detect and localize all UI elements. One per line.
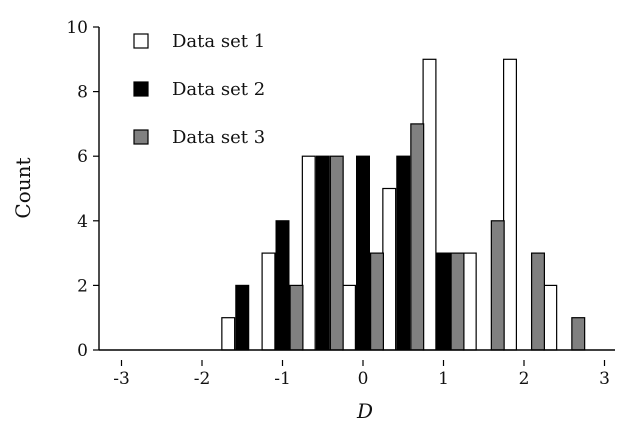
bar-3-bin-3: [370, 252, 385, 351]
bar-2-bin-3: [356, 155, 371, 351]
bar-1-bin-1: [261, 252, 276, 351]
y-tick-label: 6: [77, 147, 88, 167]
x-tick-label: -2: [194, 369, 211, 389]
bar-1-bin-7: [503, 58, 518, 351]
x-tick-label: 3: [599, 369, 610, 389]
legend: Data set 1 Data set 2 Data set 3: [133, 31, 265, 148]
bars-group: [221, 58, 586, 351]
legend-swatch-2: [133, 81, 149, 97]
x-tick-label: -1: [274, 369, 291, 389]
x-axis-title: D: [356, 399, 373, 423]
bar-3-bin-2: [329, 155, 344, 351]
x-tick-label: 0: [358, 369, 369, 389]
bar-3-bin-7: [530, 252, 545, 351]
bar-1-bin-8: [543, 284, 558, 351]
bar-2-bin-1: [275, 220, 290, 351]
bar-3-bin-5: [450, 252, 465, 351]
x-tick-label: 2: [519, 369, 530, 389]
bar-3-bin-1: [289, 284, 304, 351]
legend-swatch-1: [133, 33, 149, 49]
bar-3-bin-8: [571, 317, 586, 351]
y-ticks-group: 0 2 4 6 8 10: [66, 18, 99, 361]
bar-1-bin-0: [221, 317, 236, 351]
bar-2-bin-4: [396, 155, 411, 351]
bar-1-bin-5: [422, 58, 437, 351]
x-tick-label: -3: [113, 369, 130, 389]
y-tick-label: 10: [66, 18, 88, 38]
y-tick-label: 4: [77, 212, 88, 232]
y-axis-title: Count: [11, 157, 35, 218]
bar-2-bin-0: [235, 284, 250, 351]
bar-2-bin-5: [436, 252, 451, 351]
bar-3-bin-6: [490, 220, 505, 351]
legend-label-2: Data set 2: [172, 79, 265, 100]
y-tick-label: 8: [77, 83, 88, 103]
legend-label-3: Data set 3: [172, 127, 265, 148]
bar-1-bin-2: [301, 155, 316, 351]
bar-2-bin-2: [315, 155, 330, 351]
y-tick-label: 0: [77, 341, 88, 361]
bar-1-bin-4: [382, 187, 397, 351]
bar-1-bin-6: [462, 252, 477, 351]
y-tick-label: 2: [77, 276, 88, 296]
x-tick-label: 1: [438, 369, 449, 389]
x-ticks-group: -3 -2 -1 0 1 2 3: [113, 360, 610, 389]
legend-label-1: Data set 1: [172, 31, 265, 52]
bar-1-bin-3: [342, 284, 357, 351]
legend-swatch-3: [133, 129, 149, 145]
bar-3-bin-4: [410, 123, 425, 351]
